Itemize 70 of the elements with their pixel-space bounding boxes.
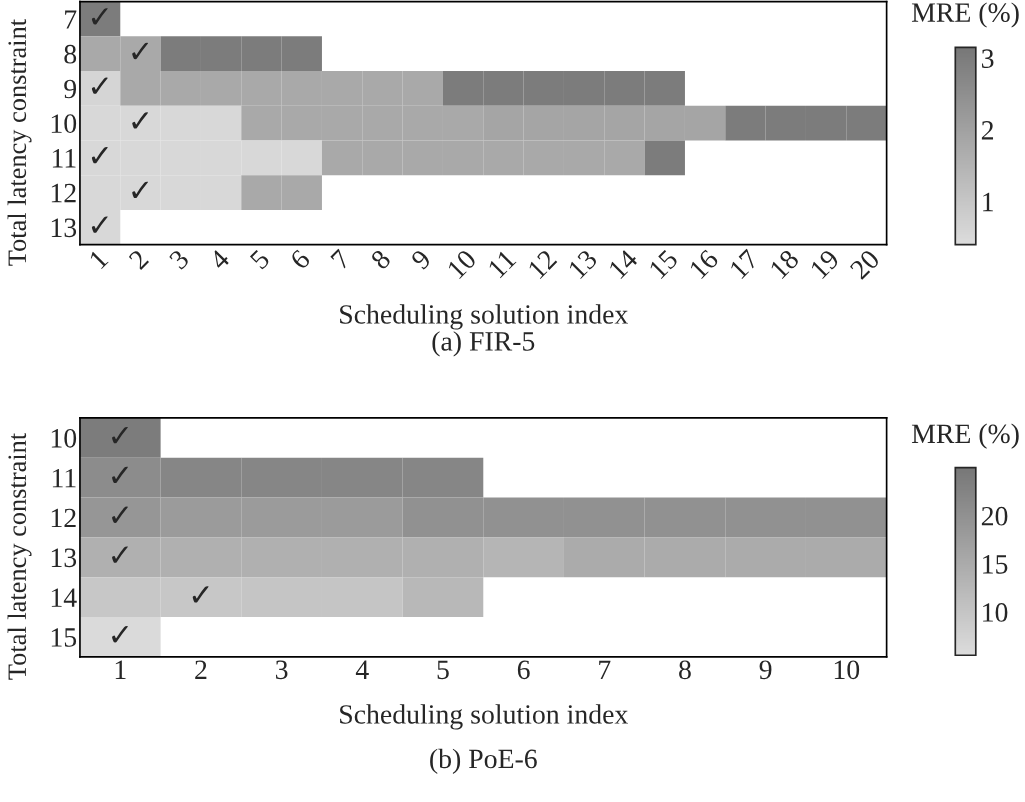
- data-label: ✓: [132, 112, 149, 129]
- color-bar-label: 1: [983, 192, 993, 212]
- y-tick-label: 14: [51, 588, 77, 607]
- x-tick-label: 20: [849, 248, 881, 280]
- y-axis-title: Total latency constraint: [7, 19, 32, 266]
- y-tick-label: 11: [52, 468, 76, 488]
- y-tick-label: 13: [51, 548, 77, 568]
- color-bar-title: MRE (%): [911, 2, 1019, 28]
- y-tick-label: 12: [51, 183, 76, 203]
- x-tick-label: 6: [289, 248, 312, 271]
- x-tick-label: 4: [208, 248, 231, 271]
- x-tick-label: 1: [115, 660, 126, 679]
- x-tick-label: 7: [599, 660, 611, 679]
- x-tick-label: 5: [437, 660, 449, 680]
- y-tick-label: 15: [51, 628, 77, 647]
- y-tick-label: 8: [64, 44, 77, 64]
- data-label: ✓: [112, 626, 128, 643]
- data-label: ✓: [132, 181, 149, 199]
- data-label: ✓: [112, 506, 128, 523]
- x-tick-label: 4: [355, 660, 369, 679]
- x-tick-label: 8: [679, 660, 691, 680]
- x-tick-label: 5: [249, 248, 271, 270]
- data-label: ✓: [91, 216, 108, 233]
- x-tick-label: 7: [330, 248, 352, 270]
- data-label: ✓: [91, 8, 108, 25]
- y-tick-label: 10: [51, 428, 77, 448]
- x-tick-label: 16: [688, 248, 720, 280]
- data-label: ✓: [112, 546, 128, 563]
- y-tick-label: 10: [51, 114, 77, 134]
- data-label: ✓: [192, 586, 209, 603]
- color-bar-label: 20: [981, 506, 1008, 526]
- data-label: ✓: [91, 77, 108, 94]
- x-tick-label: 17: [729, 248, 760, 279]
- text: (b) PoE-6: [430, 748, 537, 774]
- y-tick-label: 7: [65, 10, 77, 29]
- x-axis-title: Scheduling solution index: [340, 304, 628, 330]
- x-tick-label: 13: [567, 248, 599, 280]
- y-axis-title: Total latency constraint: [7, 432, 32, 680]
- x-tick-label: 2: [195, 660, 207, 679]
- x-tick-label: 1: [88, 249, 109, 270]
- y-tick-label: 13: [51, 218, 77, 238]
- x-tick-label: 10: [834, 660, 860, 680]
- x-tick-label: 14: [608, 248, 639, 279]
- y-tick-label: 12: [51, 508, 76, 528]
- x-tick-label: 9: [759, 660, 772, 680]
- data-label: ✓: [91, 147, 108, 164]
- color-bar-label: 2: [981, 121, 994, 140]
- x-tick-label: 6: [517, 660, 530, 680]
- x-tick-label: 10: [446, 248, 478, 280]
- text: (a) FIR-5: [432, 331, 535, 357]
- x-tick-label: 3: [276, 660, 288, 680]
- x-tick-label: 11: [487, 249, 517, 279]
- x-tick-label: 15: [648, 248, 679, 280]
- color-bar-label: 3: [981, 49, 994, 68]
- color-bar-label: 10: [983, 603, 1008, 622]
- x-tick-label: 8: [369, 248, 392, 271]
- x-tick-label: 9: [410, 248, 432, 271]
- data-label: ✓: [112, 466, 128, 484]
- data-label: ✓: [132, 42, 149, 60]
- x-tick-label: 18: [769, 248, 800, 280]
- y-tick-label: 11: [52, 149, 76, 168]
- x-tick-label: 2: [128, 249, 149, 270]
- x-tick-label: 3: [168, 248, 190, 271]
- x-axis-title: Scheduling solution index: [340, 704, 628, 730]
- data-label: ✓: [112, 426, 128, 444]
- y-tick-label: 9: [64, 79, 77, 99]
- x-tick-label: 19: [809, 248, 841, 280]
- color-bar-title: MRE (%): [911, 423, 1019, 449]
- color-bar-label: 15: [983, 555, 1008, 574]
- x-tick-label: 12: [527, 249, 558, 279]
